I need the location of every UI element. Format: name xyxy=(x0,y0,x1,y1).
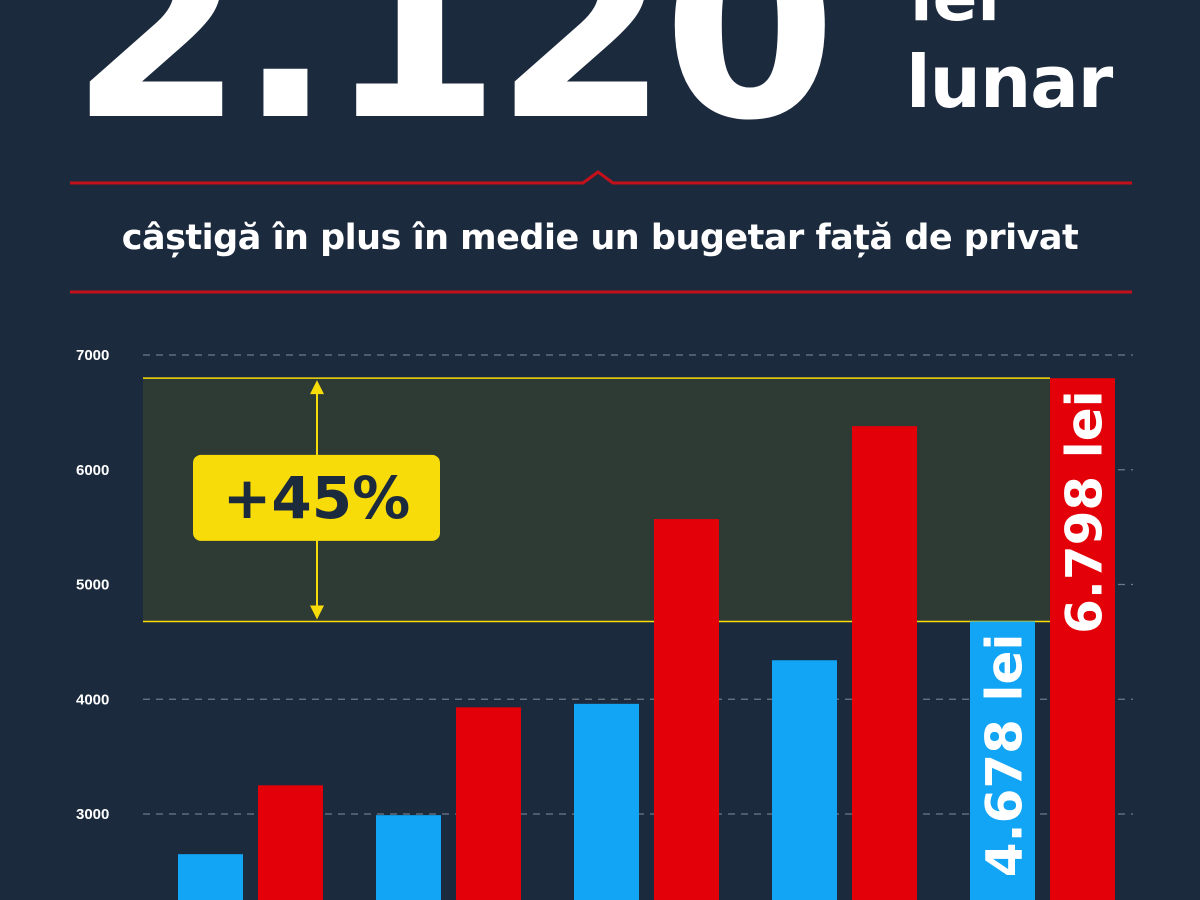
labels-layer: 4.678 lei 6.798 lei xyxy=(976,390,1114,877)
headline-unit: lei xyxy=(910,0,1000,31)
private-bar-latest xyxy=(970,621,1035,900)
public-bar-value-label: 6.798 lei xyxy=(1056,390,1114,634)
bars-layer xyxy=(178,378,1115,900)
private-bar xyxy=(574,703,639,900)
subtitle: câștigă în plus în medie un bugetar față… xyxy=(121,218,1079,258)
public-bar xyxy=(852,426,917,900)
private-bar xyxy=(376,815,441,900)
percent-badge-label: +45% xyxy=(223,464,410,532)
y-tick-label: 6000 xyxy=(76,462,109,479)
y-tick-label: 4000 xyxy=(76,691,109,708)
private-bar-value-label: 4.678 lei xyxy=(976,633,1034,877)
bottom-divider xyxy=(70,290,1132,294)
public-bar xyxy=(654,519,719,900)
arrow-head-up xyxy=(310,380,324,395)
headline-period: lunar xyxy=(906,40,1113,124)
arrow-head-down xyxy=(310,605,324,620)
private-bar xyxy=(178,854,243,900)
public-bar-latest xyxy=(1050,378,1115,900)
top-divider xyxy=(70,170,1132,185)
private-bar xyxy=(772,660,837,900)
y-tick-label: 5000 xyxy=(76,577,109,594)
y-tick-label: 3000 xyxy=(76,806,109,823)
bar-chart: 7000 6000 5000 4000 3000 +45% 4.678 lei 6.798… xyxy=(76,347,1133,900)
public-bar xyxy=(258,785,323,900)
headline-amount: 2.120 xyxy=(70,0,837,160)
headline: 2.120 lei lunar xyxy=(0,0,1200,160)
public-bar xyxy=(456,707,521,900)
percent-badge xyxy=(193,454,440,541)
y-tick-label: 7000 xyxy=(76,347,109,364)
